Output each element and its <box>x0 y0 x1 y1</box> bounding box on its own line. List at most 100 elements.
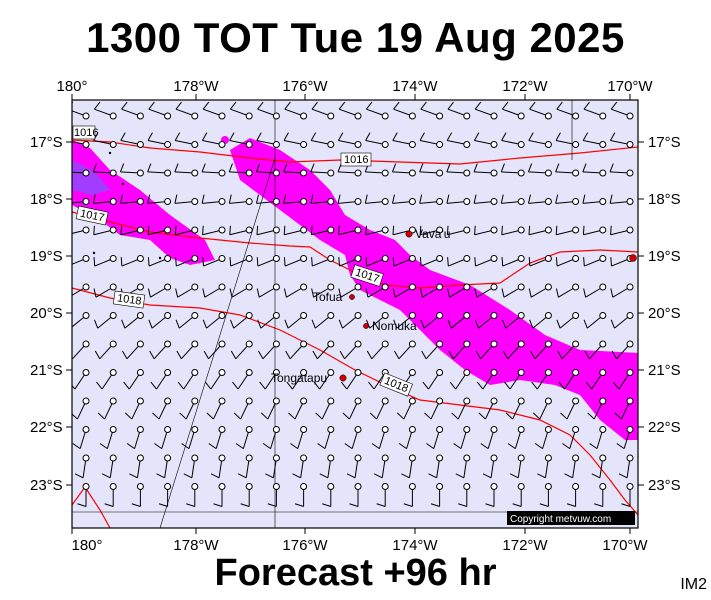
wind-barb <box>265 454 280 479</box>
wind-barb <box>366 101 389 120</box>
wind-barb <box>392 132 416 148</box>
wind-barb <box>312 340 335 360</box>
wind-barb <box>256 132 280 148</box>
image-tag: IM2 <box>680 576 707 593</box>
wind-barb <box>175 283 199 298</box>
wind-barb <box>449 369 471 390</box>
wind-barb <box>420 101 444 120</box>
wind-barb <box>311 312 335 329</box>
wind-barb <box>310 132 335 148</box>
wind-barb <box>610 312 634 329</box>
wind-barb <box>255 163 280 177</box>
lon-label-bottom: 172°W <box>502 537 548 554</box>
wind-barb <box>148 101 172 120</box>
wind-barb <box>419 194 444 205</box>
wind-barb <box>528 283 552 298</box>
wind-barb <box>176 340 199 360</box>
wind-barb <box>72 255 90 265</box>
wind-barb <box>175 312 199 329</box>
wind-barb <box>349 483 362 507</box>
wind-barb <box>72 141 90 148</box>
wind-barb <box>447 312 471 329</box>
wind-barb <box>555 132 580 148</box>
isobar-label: 1018 <box>112 290 146 309</box>
wind-barb <box>426 426 444 450</box>
wind-barb <box>338 225 362 236</box>
wind-barb <box>72 426 90 450</box>
wind-barb <box>310 225 335 236</box>
wind-barb <box>583 312 607 329</box>
place-label-tongatapu: Tongatapu <box>271 371 327 385</box>
wind-barb <box>474 225 498 236</box>
wind-barb <box>594 483 607 507</box>
wind-barb <box>186 483 199 507</box>
wind-barb <box>93 312 117 329</box>
wind-barb <box>206 397 226 420</box>
lon-label-top: 170°W <box>607 78 653 95</box>
wind-barb <box>392 194 416 205</box>
wind-barb <box>507 426 525 450</box>
wind-barb <box>398 426 416 450</box>
wind-barb <box>258 340 280 360</box>
lon-label-bottom: 180° <box>71 537 102 554</box>
wind-barb <box>424 397 444 420</box>
wind-barb <box>401 454 416 479</box>
wind-barb <box>365 255 389 267</box>
wind-barb <box>364 194 389 205</box>
wind-barb <box>292 454 308 479</box>
wind-barb <box>364 163 389 177</box>
svg-text:1018: 1018 <box>116 292 142 307</box>
wind-barb <box>120 132 144 148</box>
lat-label-right: 17°S <box>648 134 681 151</box>
wind-barb <box>447 101 471 120</box>
isobar <box>72 139 638 165</box>
lat-label-left: 19°S <box>30 248 63 265</box>
wind-barb <box>342 397 362 420</box>
wind-barb <box>147 194 172 205</box>
wind-barb <box>539 483 552 507</box>
wind-barb <box>94 340 117 360</box>
wind-barb <box>555 163 580 177</box>
wind-barb <box>154 426 172 450</box>
svg-text:1017: 1017 <box>79 208 105 225</box>
wind-barb <box>448 340 471 360</box>
wind-barb <box>72 226 90 234</box>
islands <box>80 125 637 382</box>
wind-barb <box>340 369 362 390</box>
wind-barb <box>557 340 580 360</box>
lon-label-bottom: 178°W <box>173 537 219 554</box>
rain-band <box>230 138 638 440</box>
wind-barb <box>455 454 471 479</box>
wind-barb <box>365 283 389 298</box>
wind-barb <box>150 369 172 390</box>
wind-barb <box>204 369 226 390</box>
wind-barb <box>147 132 172 148</box>
lat-label-right: 19°S <box>648 248 681 265</box>
wind-barb <box>451 397 471 420</box>
wind-barb <box>101 454 117 479</box>
copyright-box <box>507 511 635 525</box>
wind-barb <box>256 255 280 267</box>
wind-barb <box>202 312 226 329</box>
wind-barb <box>528 255 552 267</box>
wind-barb <box>121 101 144 120</box>
wind-barb <box>294 483 308 507</box>
wind-barb <box>126 426 144 450</box>
wind-barb <box>322 483 335 507</box>
wind-barb <box>421 340 444 360</box>
wind-barb <box>446 225 471 236</box>
wind-barb <box>148 312 172 329</box>
wind-barb <box>317 426 335 450</box>
wind-barb <box>419 163 444 177</box>
wind-barb <box>447 255 471 267</box>
wind-barb <box>201 163 226 177</box>
wind-barb <box>72 169 90 177</box>
wind-barb <box>474 101 498 120</box>
wind-barb <box>558 369 580 390</box>
wind-barb <box>582 225 607 236</box>
wind-barb <box>74 454 90 479</box>
wind-barb <box>419 283 444 298</box>
wind-barb <box>419 225 444 236</box>
lat-label-left: 20°S <box>30 305 63 322</box>
isobar <box>72 485 111 528</box>
